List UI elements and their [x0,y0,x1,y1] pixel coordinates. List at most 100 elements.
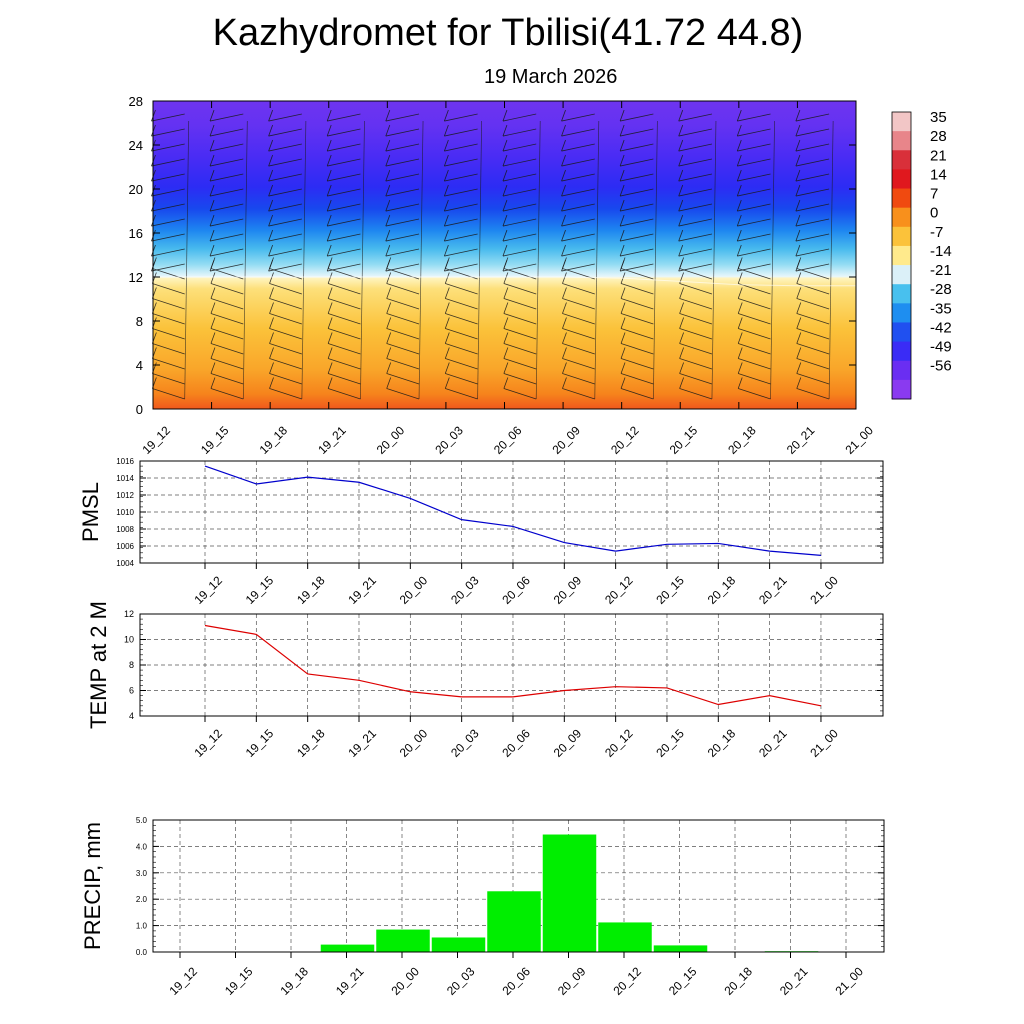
y-tick-label: 10 [124,635,134,645]
wind-barb-flag [444,362,450,374]
wind-barb-flag [796,287,802,299]
precip-bar [320,944,375,952]
wind-barb [445,373,478,385]
wind-barb-flag [736,184,742,197]
wind-barb-flag [444,302,450,314]
x-tick-label: 19_21 [345,573,379,607]
colorbar-segment [892,379,911,400]
wind-barb-flag [561,124,566,137]
x-tick-label: 20_09 [551,726,585,760]
wind-barb [678,158,713,167]
wind-barb [209,113,244,122]
wind-barb-flag [443,169,449,182]
wind-barb-flag [210,272,216,284]
wind-barb-flag [326,244,332,257]
wind-barb-flag [678,124,684,137]
wind-barb-flag [679,287,684,299]
colorbar-segment [892,341,911,362]
wind-barb [620,188,654,197]
wind-barb [561,188,595,197]
cross-section-y-axis: 0 4 8 12 16 20 24 28 [129,94,856,417]
wind-barb-flag [444,347,450,359]
wind-barb [562,283,595,295]
temp2m-grid [140,613,883,717]
wind-barb [445,328,478,340]
colorbar-segment [892,150,911,170]
wind-barb [444,263,478,272]
wind-barb-flag [678,214,684,227]
wind-barb [620,283,654,295]
wind-barb [327,203,361,212]
wind-barb [678,263,713,272]
wind-barb [737,143,771,152]
x-tick-label: 19_21 [333,964,367,998]
precip-chart: 0.0 1.0 2.0 3.0 4.0 5.0 19_12 19_15 19_18 19_21 2… [80,816,885,998]
wind-barb-flag [385,199,391,212]
wind-barb-flag [561,214,566,227]
wind-barb-flag [444,377,450,389]
wind-barb [502,248,537,257]
wind-barb [386,373,420,385]
wind-barb [444,233,478,242]
colorbar-label: -14 [930,243,952,260]
wind-barb-flag [210,377,216,389]
wind-barb [620,263,654,272]
wind-barb-flag [209,124,215,137]
wind-barb [386,343,420,355]
wind-barb-flag [795,184,801,197]
temperature-colorbar: 35 28 21 14 7 0 -7 -14 -21 -28 -35 -42 -49 -56 [891,109,952,400]
temp2m-chart: 4 6 8 10 12 19_12 19_15 19_18 19_21 20_00 20_03 20… [86,601,884,760]
wind-barb-flag [795,244,801,257]
wind-barb [386,283,420,295]
wind-profile-staff [418,120,424,400]
wind-barb-flag [443,229,449,242]
x-tick-label: 19_15 [222,964,256,998]
wind-barb-flag [385,229,391,242]
wind-barb [210,343,244,355]
wind-barb-flag [269,362,274,374]
wind-barb-flag [561,244,566,257]
wind-barb [737,218,771,227]
wind-barb [738,388,771,400]
wind-barb [562,358,595,370]
wind-barb-flag [795,154,801,167]
wind-barb-flag [385,244,391,257]
wind-barb [796,328,830,340]
wind-barb-flag [619,169,625,182]
wind-barb-flag [385,259,391,272]
wind-barb-flag [678,109,684,122]
wind-barb [795,203,830,212]
x-tick-label: 19_15 [243,726,277,760]
wind-barb [678,128,713,137]
wind-barb-flag [502,244,508,257]
colorbar-segment [892,303,911,323]
wind-barb-flag [502,259,508,272]
wind-barb-flag [386,362,392,374]
wind-barb-flag [327,347,333,359]
wind-barb-flag [679,377,684,389]
wind-barb [795,158,830,167]
wind-barb [269,388,302,400]
x-tick-label: 19_18 [294,573,328,607]
x-tick-label: 19_12 [191,726,225,760]
wind-barb [385,113,420,122]
x-tick-label: 20_03 [448,726,482,760]
wind-barb-flag [326,199,332,212]
wind-barb [210,328,244,340]
wind-barb [385,203,420,212]
wind-barb [620,268,654,280]
wind-barb [738,268,771,280]
precip-bar [431,937,486,952]
y-tick-label: 8 [136,314,143,329]
wind-barb [502,203,537,212]
wind-barb [561,143,595,152]
wind-barb-flag [796,302,802,314]
wind-barb-flag [385,109,391,122]
wind-barb [444,248,478,257]
wind-barbs [151,109,834,400]
wind-barb [503,298,537,310]
wind-barb [327,283,361,295]
wind-barb-flag [502,139,508,152]
wind-barb [327,218,361,227]
